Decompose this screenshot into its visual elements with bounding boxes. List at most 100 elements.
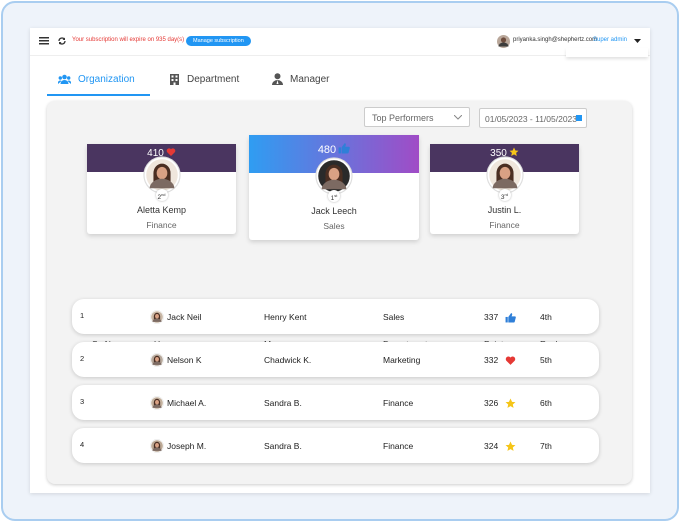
avatar	[485, 156, 524, 194]
date-range-text: 01/05/2023 - 11/05/2023	[485, 114, 578, 124]
table-row[interactable]: 2 Nelson K Chadwick K. Marketing 332 5th	[72, 342, 599, 377]
rank-suffix: st	[334, 193, 338, 198]
cell-department: Sales	[383, 312, 405, 322]
podium-name: Aletta Kemp	[136, 205, 187, 215]
cell-manager: Sandra B.	[264, 441, 302, 451]
heart-icon	[505, 356, 516, 365]
active-tab-underline	[47, 94, 150, 96]
thumbs-up-icon	[505, 313, 516, 323]
cell-username: Joseph M.	[167, 441, 207, 451]
points-icon	[505, 396, 516, 414]
points-icon	[505, 439, 516, 457]
user-avatar[interactable]	[497, 35, 510, 48]
podium-card: 410 2nd Aletta Kemp Finance	[87, 144, 236, 234]
table-row[interactable]: 4 Joseph M. Sandra B. Finance 324 7th	[72, 428, 599, 463]
star-icon	[505, 398, 516, 408]
cell-rank: 6th	[540, 398, 552, 408]
cell-department: Marketing	[383, 355, 421, 365]
cell-points: 324	[484, 441, 499, 451]
points-icon	[505, 353, 516, 371]
performer-dropdown[interactable]: Top Performers	[364, 107, 470, 127]
organization-icon	[58, 74, 71, 84]
cell-sr-no: 2	[80, 354, 85, 363]
cell-rank: 7th	[540, 441, 552, 451]
date-range-picker[interactable]: 01/05/2023 - 11/05/2023	[479, 108, 587, 128]
rank-number: 3	[500, 194, 505, 202]
user-menu-shadow	[566, 48, 648, 57]
podium-card: 350 3rd Justin L. Finance	[430, 144, 579, 234]
podium-department: Finance	[489, 220, 520, 230]
cell-username: Michael A.	[167, 398, 207, 408]
cell-sr-no: 1	[80, 311, 85, 320]
table-row[interactable]: 1 Jack Neil Henry Kent Sales 337 4th	[72, 299, 599, 334]
points-icon	[505, 310, 516, 328]
podium-avatar	[485, 156, 524, 199]
rank-number: 2	[157, 194, 162, 202]
cell-points: 326	[484, 398, 499, 408]
tab-department[interactable]: Department	[187, 74, 240, 85]
cell-department: Finance	[383, 398, 414, 408]
rank-suffix: rd	[504, 192, 509, 197]
heart-icon	[166, 148, 176, 156]
manage-subscription-button[interactable]: Manage subscription	[186, 36, 251, 46]
star-icon	[509, 147, 519, 156]
points-icon	[166, 148, 176, 160]
table-row[interactable]: 3 Michael A. Sandra B. Finance 326 6th	[72, 385, 599, 420]
podium-name: Justin L.	[487, 205, 522, 215]
podium-card: 480 1st Jack Leech Sales	[249, 135, 419, 240]
calendar-icon	[576, 115, 582, 121]
cell-manager: Henry Kent	[264, 312, 307, 322]
rank-number: 1	[330, 195, 335, 203]
subscription-notice: Your subscription will expire on 935 day…	[72, 37, 185, 43]
top-bar: Your subscription will expire on 935 day…	[30, 28, 650, 56]
user-role: Super admin	[593, 37, 628, 43]
podium-points: 480	[317, 144, 337, 156]
cell-rank: 5th	[540, 355, 552, 365]
cell-points: 337	[484, 312, 499, 322]
avatar	[150, 439, 164, 453]
avatar	[150, 396, 164, 410]
cell-sr-no: 4	[80, 440, 85, 449]
manager-icon	[272, 73, 283, 85]
tab-manager[interactable]: Manager	[290, 74, 330, 85]
dropdown-chevron	[454, 115, 462, 120]
avatar	[150, 353, 164, 367]
podium-name: Jack Leech	[311, 206, 357, 216]
points-icon	[509, 147, 519, 160]
menu-icon[interactable]	[39, 37, 49, 45]
avatar	[315, 157, 353, 195]
cell-manager: Sandra B.	[264, 398, 302, 408]
leaderboard-panel: Top Performers 01/05/2023 - 11/05/2023 4…	[47, 101, 632, 484]
cell-manager: Chadwick K.	[264, 355, 312, 365]
podium-avatar	[315, 157, 353, 200]
row-avatar	[150, 353, 164, 372]
podium-points: 350	[490, 148, 507, 159]
podium-department: Sales	[323, 221, 345, 231]
row-avatar	[150, 310, 164, 329]
dropdown-text: Top Performers	[372, 113, 434, 123]
refresh-icon[interactable]	[57, 36, 67, 46]
podium-department: Finance	[146, 220, 177, 230]
rank-badge: 2nd	[155, 189, 168, 202]
user-email: priyanka.singh@shephertz.com	[513, 37, 598, 43]
cell-username: Nelson K	[167, 355, 202, 365]
rank-badge: 1st	[328, 190, 340, 202]
user-menu-caret[interactable]	[634, 39, 641, 44]
cell-rank: 4th	[540, 312, 552, 322]
row-avatar	[150, 439, 164, 458]
rank-badge: 3rd	[498, 189, 511, 202]
department-icon	[170, 74, 179, 85]
star-icon	[505, 441, 516, 451]
cell-username: Jack Neil	[167, 312, 202, 322]
avatar	[150, 310, 164, 324]
row-avatar	[150, 396, 164, 415]
podium-points: 410	[147, 148, 164, 159]
tab-organization[interactable]: Organization	[78, 74, 135, 85]
app-panel: Your subscription will expire on 935 day…	[30, 28, 650, 493]
cell-department: Finance	[383, 441, 414, 451]
cell-points: 332	[484, 355, 499, 365]
cell-sr-no: 3	[80, 397, 85, 406]
rank-suffix: nd	[161, 192, 166, 197]
points-icon	[338, 143, 350, 157]
